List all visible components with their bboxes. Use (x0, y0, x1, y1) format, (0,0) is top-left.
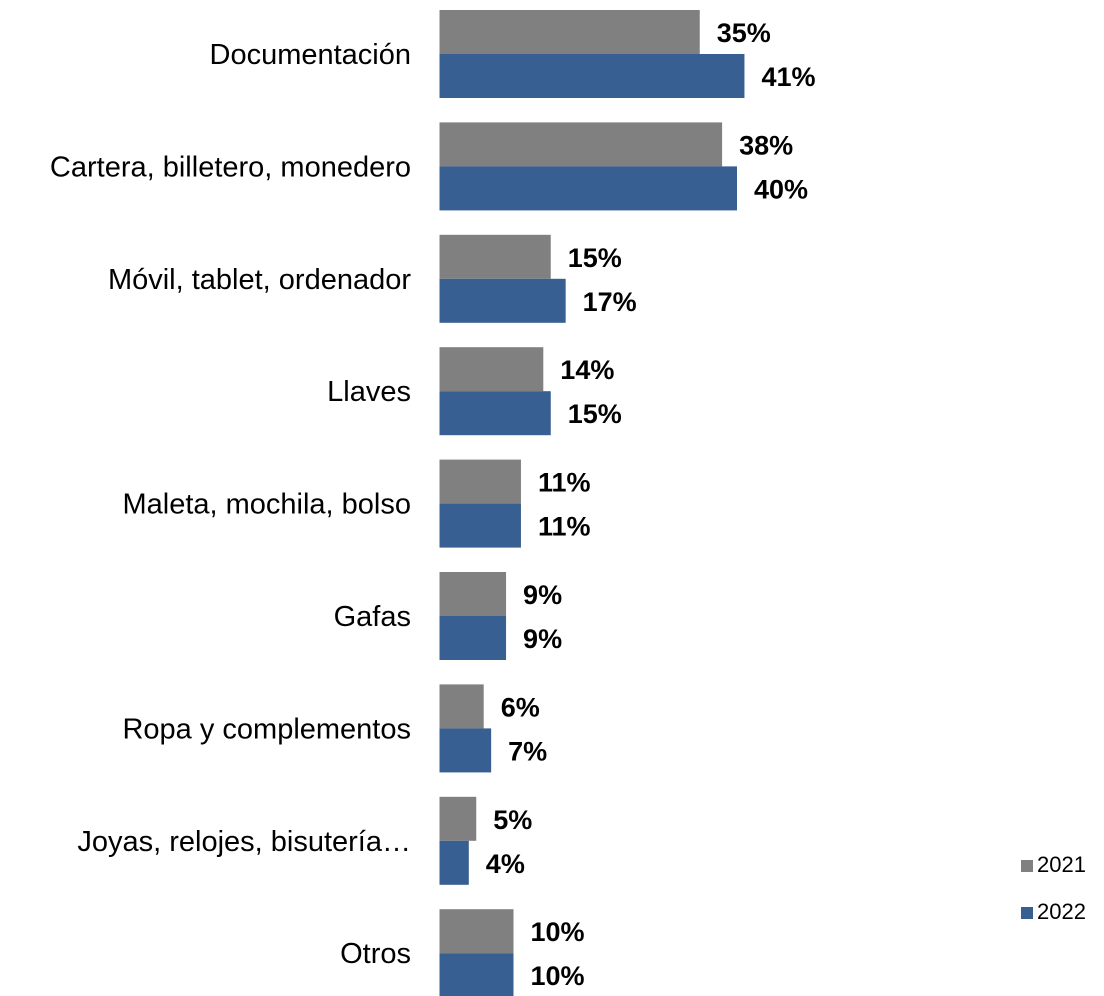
value-label-2021: 15% (568, 243, 622, 273)
value-label-2022: 7% (508, 736, 547, 766)
bar-2022 (439, 503, 521, 548)
value-label-2022: 15% (568, 399, 622, 429)
category-label: Móvil, tablet, ordenador (108, 264, 411, 296)
legend: 2021 2022 (1021, 852, 1086, 924)
bars (439, 10, 745, 996)
bar-2021 (439, 909, 514, 954)
value-label-2021: 14% (560, 355, 614, 385)
bar-2021 (439, 459, 521, 504)
legend-swatch-2022 (1021, 907, 1033, 919)
value-label-2022: 11% (538, 512, 591, 542)
legend-swatch-2021 (1021, 860, 1033, 872)
category-label: Gafas (334, 601, 411, 633)
value-label-2022: 40% (754, 174, 808, 204)
bar-2022 (439, 391, 551, 436)
value-label-2021: 6% (501, 692, 540, 722)
legend-label-2022: 2022 (1037, 899, 1086, 924)
bar-2021 (439, 10, 700, 54)
bar-2021 (439, 234, 551, 279)
bar-2021 (439, 796, 477, 841)
value-label-2022: 41% (761, 62, 815, 92)
bar-2022 (439, 953, 514, 996)
bar-2022 (439, 166, 737, 211)
category-label: Llaves (327, 376, 411, 408)
bar-2022 (439, 278, 566, 323)
legend-label-2021: 2021 (1037, 852, 1086, 877)
bar-2022 (439, 54, 745, 98)
category-label: Ropa y complementos (122, 713, 411, 745)
value-label-2021: 38% (739, 130, 793, 160)
value-label-2022: 9% (523, 624, 562, 654)
category-label: Documentación (210, 39, 412, 71)
value-label-2021: 5% (493, 805, 532, 835)
category-label: Maleta, mochila, bolso (122, 489, 411, 521)
value-label-2022: 10% (531, 961, 585, 991)
value-labels: 35% 41% 38% 40% 15% 17% 14% 15% 11% 11% 9% 9% 6% 7% 5%… (486, 18, 816, 991)
value-label-2021: 11% (538, 468, 591, 498)
bar-2022 (439, 616, 507, 660)
bar-2022 (439, 840, 469, 885)
value-label-2021: 10% (531, 917, 585, 947)
value-label-2021: 9% (523, 580, 562, 610)
category-label: Otros (340, 938, 411, 970)
bar-2022 (439, 728, 492, 773)
value-label-2022: 17% (583, 287, 637, 317)
bar-2021 (439, 347, 544, 392)
value-label-2022: 4% (486, 849, 525, 879)
bar-2021 (439, 572, 507, 616)
bar-2021 (439, 122, 723, 167)
category-label: Cartera, billetero, monedero (50, 151, 411, 183)
category-labels: Documentación Cartera, billetero, moneder… (50, 39, 411, 970)
bar-2021 (439, 684, 484, 729)
value-label-2021: 35% (717, 18, 771, 48)
category-label: Joyas, relojes, bisutería… (77, 826, 411, 858)
